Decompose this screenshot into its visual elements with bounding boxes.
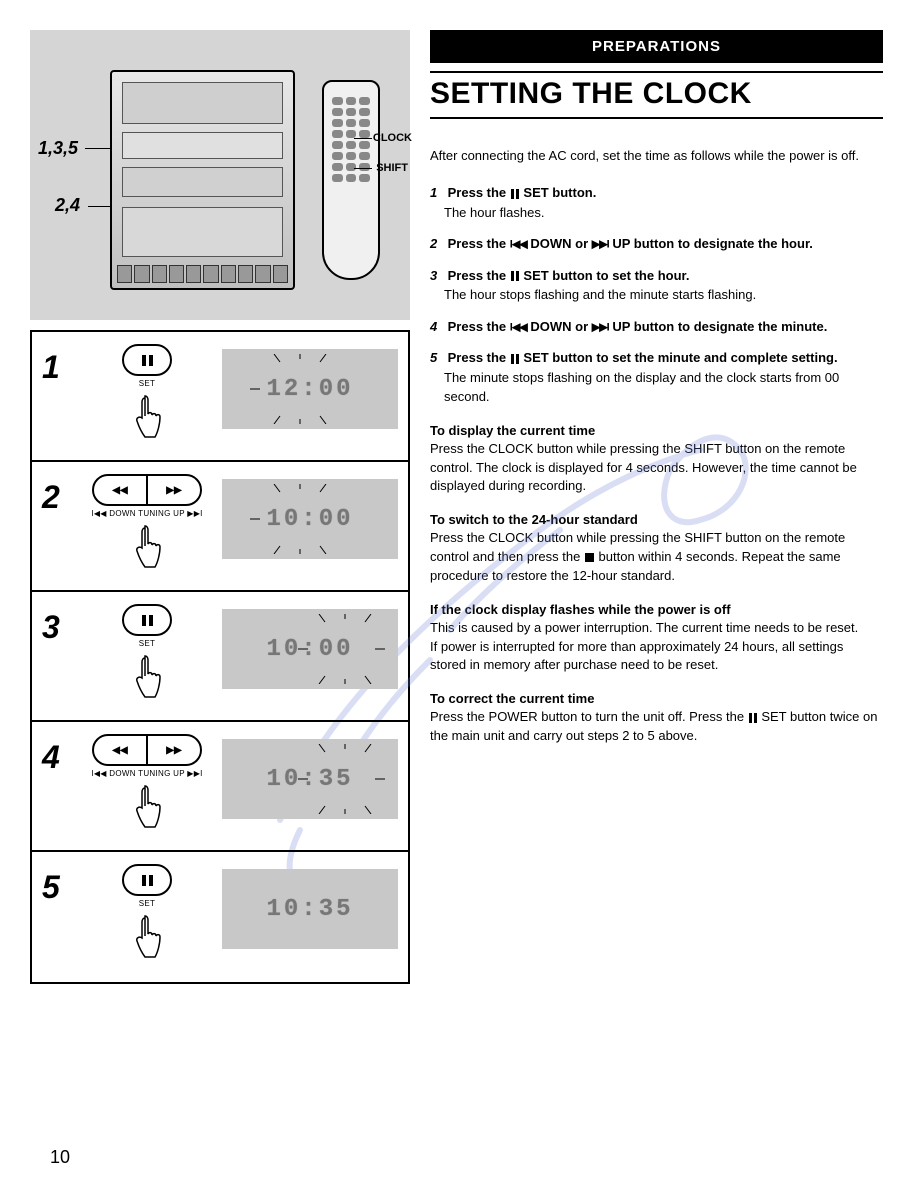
lcd-value: 10:00 xyxy=(266,636,353,663)
sub-heading: To switch to the 24-hour standard xyxy=(430,512,883,527)
section-title: SETTING THE CLOCK xyxy=(430,71,883,119)
lcd-display: 10:35 xyxy=(222,739,398,819)
button-label: SET xyxy=(139,379,155,388)
callout-shift: SHIFT xyxy=(376,162,408,174)
page-number: 10 xyxy=(50,1147,70,1168)
sub-sections: To display the current time Press the CLO… xyxy=(430,423,883,746)
instruction-item: 1 Press the SET button.The hour flashes. xyxy=(430,183,883,222)
intro-text: After connecting the AC cord, set the ti… xyxy=(430,147,883,165)
lcd-display: 12:00 xyxy=(222,349,398,429)
callout-clock: CLOCK xyxy=(373,132,412,144)
set-button xyxy=(122,604,172,636)
callout-24: 2,4 xyxy=(55,195,80,216)
step-number: 3 xyxy=(42,604,82,646)
instruction-item: 2 Press the I◀◀ DOWN or ▶▶I UP button to… xyxy=(430,234,883,254)
callout-135: 1,3,5 xyxy=(38,138,78,159)
lcd-value: 10:35 xyxy=(266,896,353,923)
tuning-button: ◀◀▶▶ xyxy=(92,474,202,506)
lcd-value: 12:00 xyxy=(266,376,353,403)
step-control: ◀◀▶▶ I◀◀ DOWN TUNING UP ▶▶I xyxy=(82,474,212,574)
sub-body: Press the CLOCK button while pressing th… xyxy=(430,440,883,497)
sub-heading: If the clock display flashes while the p… xyxy=(430,602,883,617)
lcd-display: 10:00 xyxy=(222,609,398,689)
sub-body: Press the CLOCK button while pressing th… xyxy=(430,529,883,586)
lcd-value: 10:35 xyxy=(266,766,353,793)
step-control: SET xyxy=(82,864,212,964)
step-control: ◀◀▶▶ I◀◀ DOWN TUNING UP ▶▶I xyxy=(82,734,212,834)
instructions-list: 1 Press the SET button.The hour flashes.… xyxy=(430,183,883,407)
step-row: 4 ◀◀▶▶ I◀◀ DOWN TUNING UP ▶▶I xyxy=(32,722,408,852)
steps-diagram: 1 SET 12:00 xyxy=(30,330,410,984)
step-row: 3 SET 10:00 xyxy=(32,592,408,722)
lcd-value: 10:00 xyxy=(266,506,353,533)
instruction-item: 3 Press the SET button to set the hour.T… xyxy=(430,266,883,305)
sub-body: Press the POWER button to turn the unit … xyxy=(430,708,883,746)
step-row: 2 ◀◀▶▶ I◀◀ DOWN TUNING UP ▶▶I xyxy=(32,462,408,592)
hand-icon xyxy=(127,654,167,704)
right-column: PREPARATIONS SETTING THE CLOCK After con… xyxy=(430,30,893,984)
section-tag: PREPARATIONS xyxy=(430,30,883,63)
lcd-display: 10:35 xyxy=(222,869,398,949)
stereo-unit xyxy=(110,70,295,290)
hand-icon xyxy=(127,524,167,574)
step-control: SET xyxy=(82,604,212,704)
tuning-button: ◀◀▶▶ xyxy=(92,734,202,766)
device-diagram: 1,3,5 2,4 CLOCK SHIFT xyxy=(30,30,410,320)
set-button xyxy=(122,864,172,896)
button-label: I◀◀ DOWN TUNING UP ▶▶I xyxy=(91,509,202,518)
sub-body: This is caused by a power interruption. … xyxy=(430,619,883,676)
step-number: 2 xyxy=(42,474,82,516)
instruction-item: 4 Press the I◀◀ DOWN or ▶▶I UP button to… xyxy=(430,317,883,337)
step-row: 5 SET 10:35 xyxy=(32,852,408,982)
remote-control xyxy=(322,80,380,280)
button-label: SET xyxy=(139,639,155,648)
lcd-display: 10:00 xyxy=(222,479,398,559)
button-label: I◀◀ DOWN TUNING UP ▶▶I xyxy=(91,769,202,778)
step-number: 4 xyxy=(42,734,82,776)
hand-icon xyxy=(127,394,167,444)
button-label: SET xyxy=(139,899,155,908)
sub-heading: To display the current time xyxy=(430,423,883,438)
step-number: 1 xyxy=(42,344,82,386)
sub-heading: To correct the current time xyxy=(430,691,883,706)
step-row: 1 SET 12:00 xyxy=(32,332,408,462)
step-control: SET xyxy=(82,344,212,444)
left-column: 1,3,5 2,4 CLOCK SHIFT 1 SET xyxy=(30,30,410,984)
instruction-item: 5 Press the SET button to set the minute… xyxy=(430,348,883,407)
step-number: 5 xyxy=(42,864,82,906)
hand-icon xyxy=(127,784,167,834)
hand-icon xyxy=(127,914,167,964)
set-button xyxy=(122,344,172,376)
